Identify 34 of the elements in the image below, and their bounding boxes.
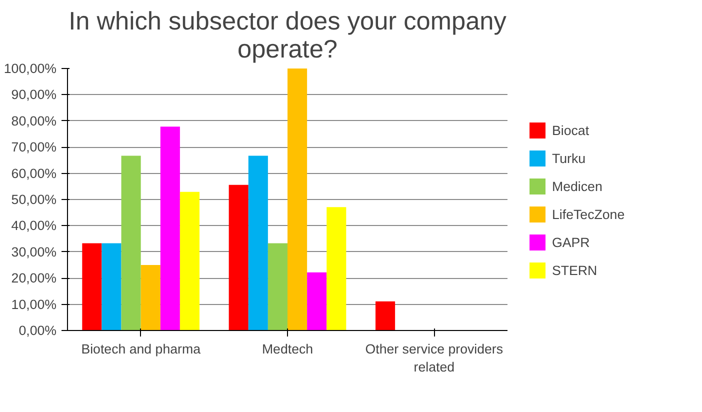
y-tick-label: 30,00% bbox=[11, 244, 57, 260]
y-tick-label: 90,00% bbox=[11, 87, 57, 102]
bar bbox=[180, 192, 200, 330]
bar bbox=[102, 243, 122, 330]
y-tick-label: 20,00% bbox=[11, 270, 57, 286]
y-tick-label: 40,00% bbox=[11, 218, 57, 234]
y-tick-label: 100,00% bbox=[4, 61, 57, 76]
x-tick-label: Other service providers related bbox=[365, 342, 504, 374]
y-tick-label: 70,00% bbox=[11, 140, 57, 155]
bar bbox=[376, 301, 396, 330]
chart-title: In which subsector does your company operate? bbox=[68, 8, 507, 64]
bar bbox=[140, 265, 160, 330]
legend-label: Biocat bbox=[552, 122, 590, 138]
bar bbox=[82, 243, 102, 330]
bar bbox=[326, 207, 346, 330]
legend-label: GAPR bbox=[552, 234, 590, 250]
bar bbox=[288, 68, 308, 330]
bar bbox=[307, 272, 327, 330]
legend-label: LifeTecZone bbox=[552, 206, 625, 222]
bar bbox=[121, 156, 141, 330]
y-tick-label: 50,00% bbox=[11, 192, 57, 207]
x-tick-label: Medtech bbox=[262, 342, 314, 356]
y-tick-label: 80,00% bbox=[11, 113, 57, 128]
legend-label: STERN bbox=[552, 262, 598, 278]
legend-label: Medicen bbox=[552, 178, 602, 194]
x-tick-label: Biotech and pharma bbox=[81, 342, 202, 356]
bar bbox=[268, 243, 288, 330]
bar bbox=[248, 156, 268, 330]
y-tick-label: 10,00% bbox=[11, 296, 57, 312]
y-tick-label: 0,00% bbox=[18, 323, 57, 338]
bar bbox=[228, 184, 248, 330]
legend-label: Turku bbox=[552, 150, 586, 166]
y-tick-label: 60,00% bbox=[11, 166, 57, 181]
bar bbox=[160, 126, 180, 330]
